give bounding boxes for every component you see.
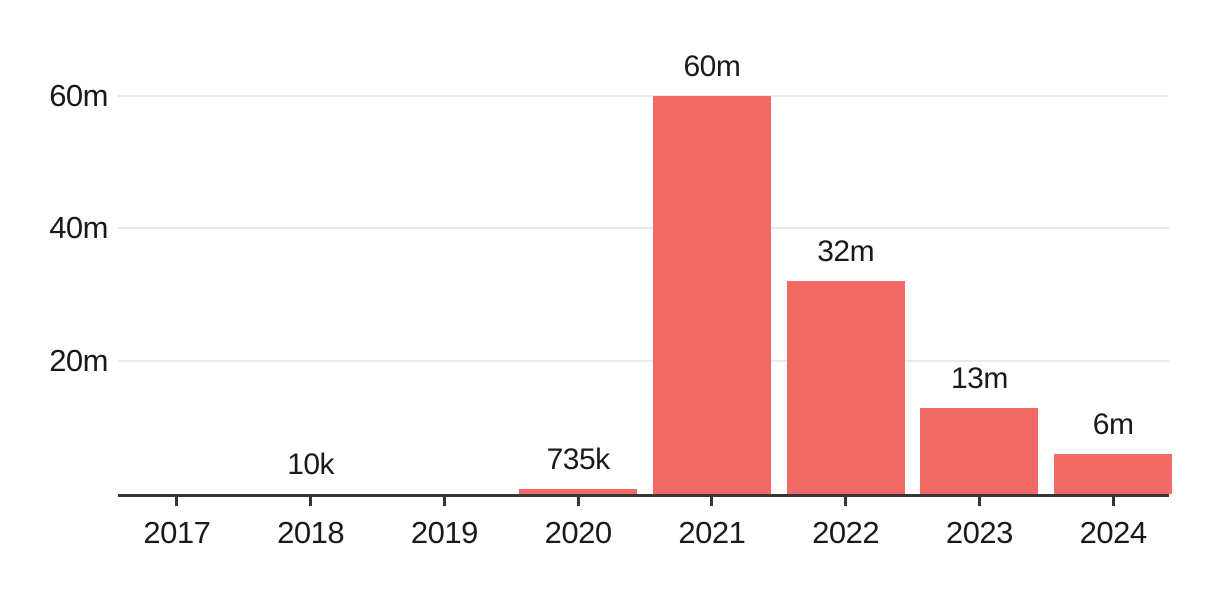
x-axis-tick-label: 2021 [678,515,746,550]
x-axis-tick-mark [175,495,179,506]
x-axis-tick-mark [1111,495,1115,506]
bar-2023 [920,407,1039,494]
gridline-20m [118,360,1169,363]
x-axis-tick-mark [977,495,981,506]
x-axis-tick-mark [309,495,313,506]
x-axis-tick-label: 2020 [544,515,612,550]
x-axis-tick-label: 2022 [812,515,880,550]
x-axis-tick-label: 2024 [1079,515,1147,550]
x-axis-tick-label: 2017 [143,515,211,550]
x-axis-tick-mark [844,495,848,506]
x-axis-tick-mark [442,495,446,506]
bar-2024 [1054,454,1173,494]
y-axis-tick-label: 60m [49,77,108,113]
bar-value-label: 60m [683,49,741,83]
bar-value-label: 735k [546,443,611,477]
bar-2021 [652,95,771,494]
bar-value-label: 32m [817,235,875,269]
x-axis-tick-mark [576,495,580,506]
gridline-60m [118,94,1169,97]
gridline-40m [118,227,1169,230]
x-axis-tick-label: 2018 [277,515,345,550]
x-axis-tick-mark [710,495,714,506]
x-axis-line [118,493,1169,497]
bar-value-label: 10k [287,447,335,481]
bar-value-label: 6m [1092,408,1134,442]
y-axis-tick-label: 20m [49,343,108,379]
bar-value-label: 13m [950,361,1008,395]
x-axis-tick-label: 2023 [945,515,1013,550]
bar-2020 [519,489,638,494]
x-axis-tick-label: 2019 [410,515,478,550]
bar-2022 [786,281,905,494]
y-axis-tick-label: 40m [49,210,108,246]
